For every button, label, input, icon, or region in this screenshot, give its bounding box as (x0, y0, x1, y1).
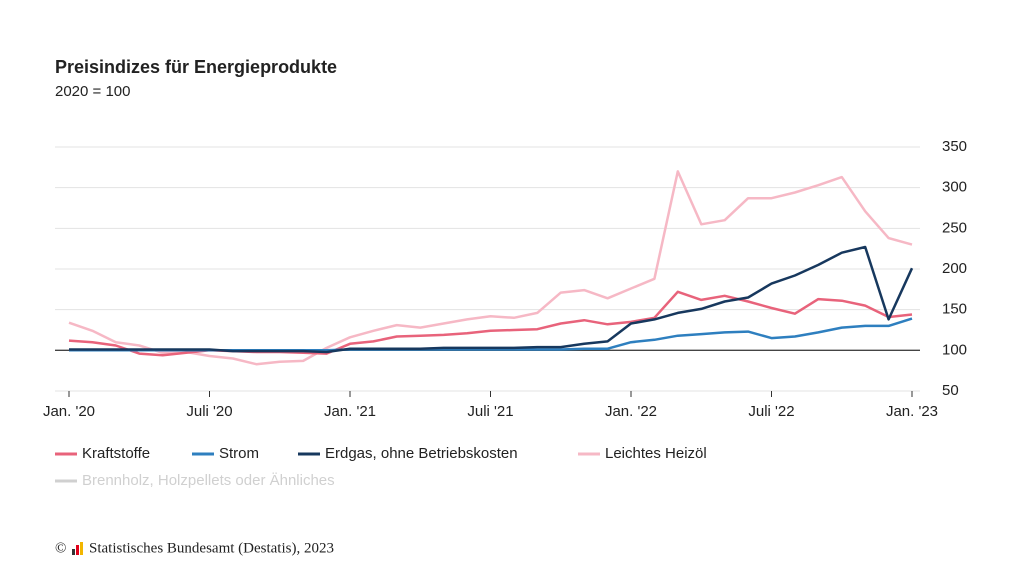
x-tick-label: Jan. '22 (605, 403, 657, 420)
y-tick-label: 200 (942, 260, 967, 277)
y-tick-label: 250 (942, 219, 967, 236)
legend-label: Leichtes Heizöl (605, 445, 707, 462)
x-tick-label: Juli '20 (186, 403, 232, 420)
x-tick-label: Jan. '23 (886, 403, 938, 420)
y-tick-label: 150 (942, 301, 967, 318)
chart-title: Preisindizes für Energieprodukte (55, 57, 337, 77)
source: Statistisches Bundesamt (Destatis), 2023 (89, 540, 334, 556)
y-tick-label: 50 (942, 382, 959, 399)
chart-subtitle: 2020 = 100 (55, 83, 131, 100)
logo (72, 542, 83, 555)
series-line (68, 290, 913, 357)
series-line (69, 245, 914, 354)
legend-label: Strom (219, 445, 259, 462)
x-tick-label: Juli '22 (748, 403, 794, 420)
legend-label: Kraftstoffe (82, 445, 150, 462)
x-tick-label: Juli '21 (467, 403, 513, 420)
series-line (68, 170, 913, 366)
y-tick-label: 100 (942, 341, 967, 358)
legend-label: Brennholz, Holzpellets oder Ähnliches (82, 472, 335, 489)
x-tick-label: Jan. '21 (324, 403, 376, 420)
series-line (69, 317, 913, 352)
copyright: © (55, 540, 66, 556)
legend-label: Erdgas, ohne Betriebskosten (325, 445, 518, 462)
x-tick-label: Jan. '20 (43, 403, 95, 420)
y-tick-label: 300 (942, 179, 967, 196)
y-tick-label: 350 (942, 138, 967, 155)
